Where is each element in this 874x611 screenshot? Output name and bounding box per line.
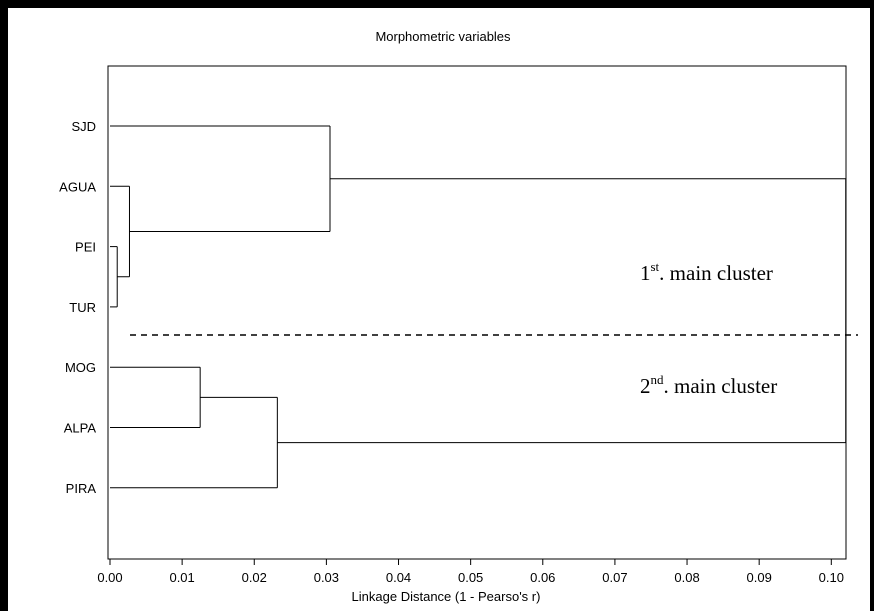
x-tick-label-2: 0.02 bbox=[242, 570, 267, 585]
x-tick-label-7: 0.07 bbox=[602, 570, 627, 585]
leaf-label-pira: PIRA bbox=[66, 481, 97, 496]
chart-title: Morphometric variables bbox=[375, 29, 511, 44]
x-tick-label-1: 0.01 bbox=[169, 570, 194, 585]
x-axis-ticks bbox=[109, 559, 832, 565]
leaf-label-agua: AGUA bbox=[59, 179, 96, 194]
x-tick-label-10: 0.10 bbox=[819, 570, 844, 585]
x-tick-label-9: 0.09 bbox=[747, 570, 772, 585]
leaf-label-tur: TUR bbox=[69, 300, 96, 315]
leaf-label-alpa: ALPA bbox=[64, 421, 97, 436]
leaf-label-pei: PEI bbox=[75, 240, 96, 255]
annotation-second-cluster: 2nd. main cluster bbox=[640, 372, 777, 398]
x-tick-label-3: 0.03 bbox=[314, 570, 339, 585]
leaf-label-mog: MOG bbox=[65, 360, 96, 375]
leaf-labels: SJD AGUA PEI TUR MOG ALPA PIRA bbox=[59, 119, 96, 496]
x-tick-label-5: 0.05 bbox=[458, 570, 483, 585]
plot-area bbox=[107, 65, 847, 560]
x-tick-label-0: 0.00 bbox=[97, 570, 122, 585]
x-axis-tick-labels: 0.00 0.01 0.02 0.03 0.04 0.05 0.06 0.07 0.08 0.09… bbox=[97, 570, 844, 585]
annotation-first-cluster: 1st. main cluster bbox=[640, 259, 773, 285]
x-tick-label-8: 0.08 bbox=[674, 570, 699, 585]
leaf-label-sjd: SJD bbox=[71, 119, 96, 134]
x-tick-label-6: 0.06 bbox=[530, 570, 555, 585]
dendrogram-links bbox=[110, 125, 847, 489]
x-axis-label: Linkage Distance (1 - Pearso's r) bbox=[352, 589, 541, 604]
x-tick-label-4: 0.04 bbox=[386, 570, 411, 585]
